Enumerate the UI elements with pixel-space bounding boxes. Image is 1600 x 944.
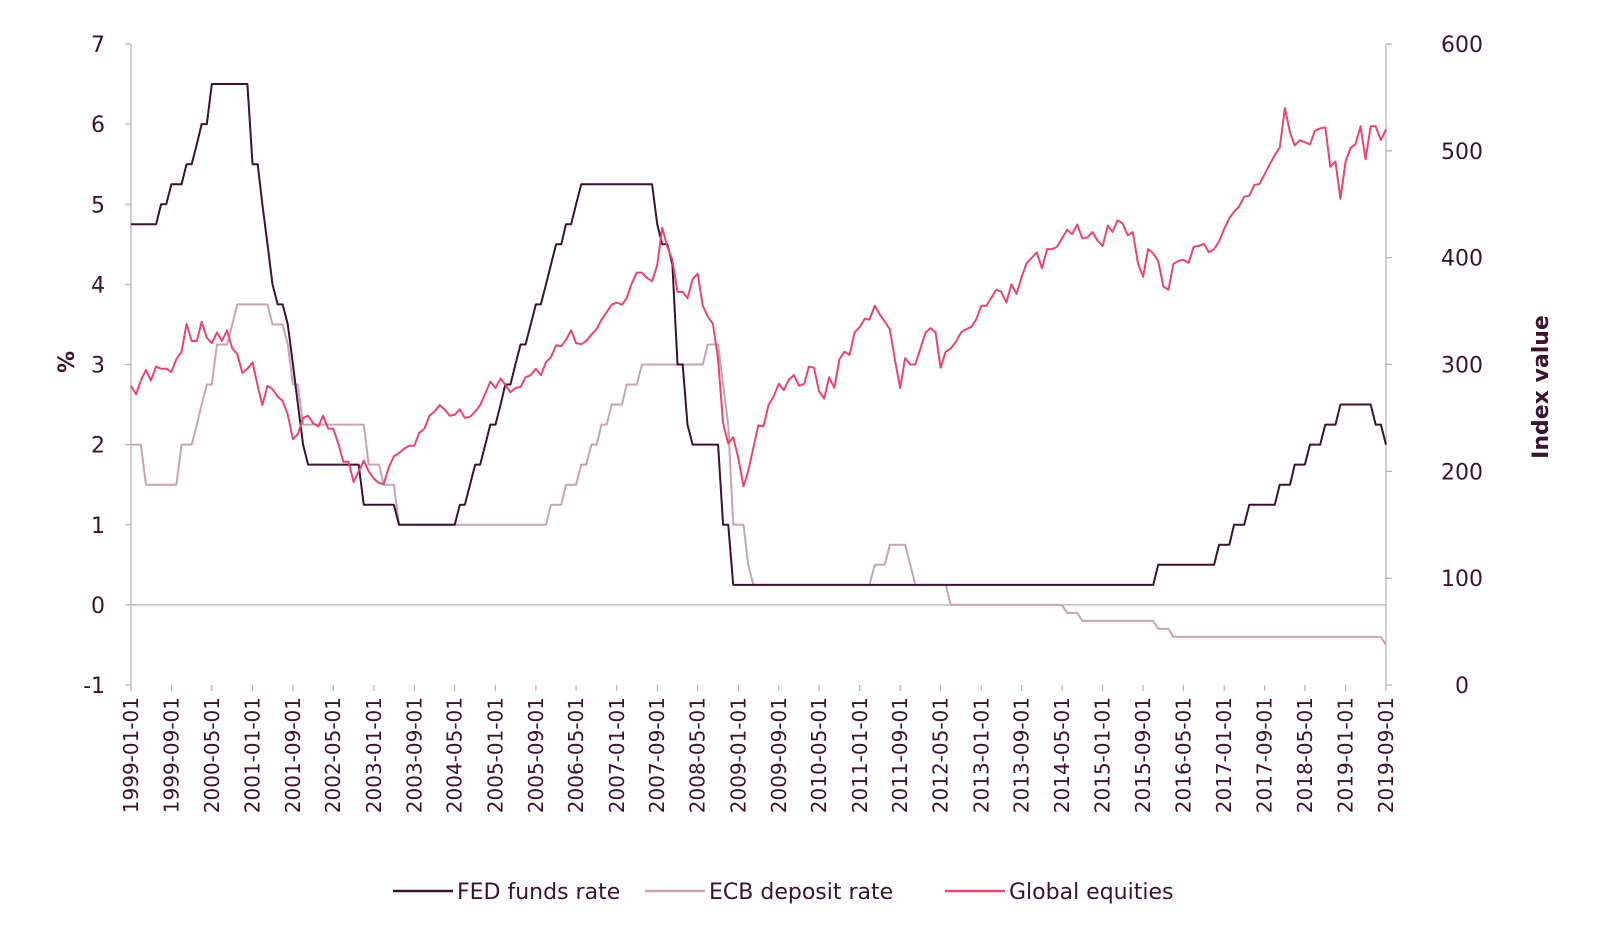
x-tick-label: 2016-05-01 <box>1171 697 1195 813</box>
y-left-tick-label: 7 <box>91 33 105 58</box>
x-tick-label: 1999-09-01 <box>159 697 183 813</box>
x-tick-label: 2009-09-01 <box>767 697 791 813</box>
legend-label-global-equities: Global equities <box>1009 880 1173 905</box>
x-tick-label: 2011-01-01 <box>848 697 872 813</box>
y-axis-right-ticks: 0 100 200 300 400 500 600 <box>1386 33 1483 699</box>
y-left-tick-label: 5 <box>91 193 105 218</box>
x-tick-label: 2017-09-01 <box>1253 697 1277 813</box>
series-layer <box>130 83 1387 646</box>
x-tick-label: 2017-01-01 <box>1212 697 1236 813</box>
y-right-tick-label: 600 <box>1441 33 1483 58</box>
x-tick-label: 2001-01-01 <box>241 697 265 813</box>
y-left-tick-label: 1 <box>91 514 105 539</box>
x-tick-label: 2002-05-01 <box>321 697 345 813</box>
x-tick-label: 2004-05-01 <box>443 697 467 813</box>
series-line-fed-funds-rate <box>131 83 1387 586</box>
y-left-tick-label: 2 <box>91 434 105 459</box>
y-right-tick-label: 400 <box>1441 247 1483 272</box>
x-tick-label: 2008-05-01 <box>686 697 710 813</box>
legend-label-ecb-deposit-rate: ECB deposit rate <box>709 880 893 905</box>
x-tick-label: 2015-09-01 <box>1131 697 1155 813</box>
y-right-tick-label: 500 <box>1441 140 1483 165</box>
y-right-tick-label: 100 <box>1441 567 1483 592</box>
x-tick-label: 2013-09-01 <box>1010 697 1034 813</box>
y-right-tick-label: 200 <box>1441 460 1483 485</box>
series-line-ecb-deposit-rate <box>131 303 1387 646</box>
x-tick-label: 2013-01-01 <box>969 697 993 813</box>
x-tick-label: 1999-01-01 <box>119 697 143 813</box>
x-tick-label: 2006-05-01 <box>564 697 588 813</box>
x-tick-label: 2019-09-01 <box>1374 697 1398 813</box>
x-tick-label: 2001-09-01 <box>281 697 305 813</box>
x-tick-label: 2018-05-01 <box>1293 697 1317 813</box>
x-tick-label: 2011-09-01 <box>888 697 912 813</box>
x-tick-label: 2003-01-01 <box>362 697 386 813</box>
x-tick-label: 2003-09-01 <box>402 697 426 813</box>
y-left-tick-label: 4 <box>91 273 105 298</box>
y-axis-left-title: % <box>55 351 80 373</box>
y-right-tick-label: 0 <box>1455 674 1469 699</box>
x-tick-label: 2000-05-01 <box>200 697 224 813</box>
y-axis-left-ticks: -1 0 1 2 3 4 5 6 7 <box>83 33 131 699</box>
y-axis-right-title: Index value <box>1529 315 1554 459</box>
y-left-tick-label: -1 <box>83 674 105 699</box>
x-tick-label: 2014-05-01 <box>1050 697 1074 813</box>
x-tick-label: 2009-01-01 <box>726 697 750 813</box>
series-line-global-equities <box>130 107 1387 488</box>
x-tick-label: 2007-01-01 <box>605 697 629 813</box>
x-tick-label: 2005-01-01 <box>483 697 507 813</box>
x-tick-label: 2015-01-01 <box>1091 697 1115 813</box>
x-tick-label: 2010-05-01 <box>807 697 831 813</box>
axes <box>130 44 1387 685</box>
legend-label-fed-funds-rate: FED funds rate <box>457 880 620 905</box>
x-tick-label: 2012-05-01 <box>929 697 953 813</box>
y-left-tick-label: 3 <box>91 354 105 379</box>
y-left-tick-label: 0 <box>91 594 105 619</box>
y-right-tick-label: 300 <box>1441 354 1483 379</box>
legend: FED funds rate ECB deposit rate Global equ… <box>393 880 1173 905</box>
x-axis-ticks: 1999-01-01 1999-09-01 2000-05-01 2001-01-01… <box>119 685 1398 813</box>
x-tick-label: 2007-09-01 <box>645 697 669 813</box>
y-left-tick-label: 6 <box>91 113 105 138</box>
x-tick-label: 2005-09-01 <box>524 697 548 813</box>
x-tick-label: 2019-01-01 <box>1334 697 1358 813</box>
